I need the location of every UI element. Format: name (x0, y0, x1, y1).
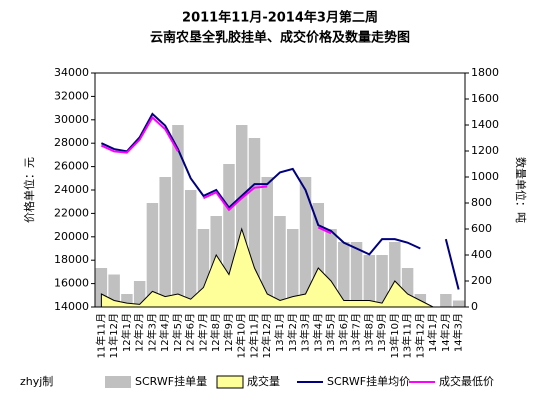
legend-swatch (216, 375, 244, 389)
bar (159, 177, 171, 307)
legend-label: SCRWF挂单量 (135, 374, 207, 388)
bar (389, 242, 401, 307)
bar (363, 255, 376, 307)
bar (248, 138, 261, 307)
x-tick-label: 13年7月 (350, 313, 363, 352)
chart-title: 2011年11月-2014年3月第二周 (182, 10, 378, 26)
footer: zhyj制 (20, 375, 53, 388)
x-tick-label: 13年5月 (324, 313, 337, 352)
x-tick-label: 13年6月 (337, 313, 350, 352)
y-tick-label: 20000 (54, 230, 89, 243)
legend-label: 成交最低价 (439, 374, 494, 388)
area (100, 227, 459, 308)
bar (452, 300, 465, 307)
y2-tick-label: 0 (471, 300, 478, 313)
bar (172, 125, 184, 307)
bar (325, 229, 337, 307)
x-tick-label: 11年12月 (107, 313, 120, 358)
x-tick-label: 12年2月 (133, 313, 146, 352)
chart-subtitle: 云南农垦全乳胶挂单、成交价格及数量走势图 (150, 30, 410, 46)
bar (440, 294, 452, 307)
y2-tick-label: 1400 (471, 118, 499, 131)
bar (108, 274, 120, 307)
x-tick-label: 14年2月 (439, 313, 452, 352)
x-tick-label: 13年8月 (362, 313, 375, 352)
y2-tick-label: 1600 (471, 92, 499, 105)
bar (95, 268, 108, 307)
x-tick-label: 13年4月 (311, 313, 324, 352)
bar (146, 203, 159, 307)
x-tick-label: 13年9月 (375, 313, 388, 352)
y2-tick-label: 600 (471, 222, 492, 235)
y-tick-label: 34000 (54, 66, 89, 79)
line (100, 115, 332, 235)
y2-tick-label: 800 (471, 196, 492, 209)
y2-tick-label: 1000 (471, 170, 499, 183)
x-tick-label: 12年10月 (235, 313, 248, 358)
y-tick-label: 22000 (54, 206, 89, 219)
x-tick-label: 13年1月 (273, 313, 286, 352)
x-tick-label: 13年10月 (388, 313, 401, 358)
legend-swatch (105, 376, 131, 388)
bar (287, 229, 299, 307)
x-tick-label: 12年7月 (196, 313, 209, 352)
bar (350, 242, 363, 307)
bar (133, 281, 146, 307)
x-tick-label: 14年3月 (452, 313, 465, 352)
y2-tick-label: 200 (471, 274, 492, 287)
x-tick-label: 13年3月 (299, 313, 312, 352)
plot-frame (94, 72, 466, 308)
x-tick-label: 14年1月 (426, 313, 439, 352)
y-tick-label: 32000 (54, 89, 89, 102)
x-tick-label: 11年11月 (94, 313, 107, 358)
y-tick-label: 30000 (54, 113, 89, 126)
bar (235, 125, 248, 307)
bar (274, 216, 286, 307)
y2-axis-label: 数量单位：吨 (514, 157, 528, 223)
bar (121, 294, 133, 307)
y2-tick-label: 400 (471, 248, 492, 261)
bar (261, 177, 273, 307)
bar (401, 268, 414, 307)
legend-label: 成交量 (247, 374, 280, 388)
y-tick-label: 14000 (54, 300, 89, 313)
bar (184, 190, 197, 307)
y-tick-label: 18000 (54, 253, 89, 266)
x-tick-label: 12年6月 (184, 313, 197, 352)
x-tick-label: 12年9月 (222, 313, 235, 352)
bar (312, 203, 325, 307)
x-tick-label: 12年1月 (120, 313, 133, 352)
x-tick-label: 12年3月 (145, 313, 158, 352)
x-tick-label: 12年12月 (260, 313, 273, 358)
y-tick-label: 16000 (54, 277, 89, 290)
bar (197, 229, 210, 307)
legend-label: SCRWF挂单均价 (327, 374, 410, 388)
y-tick-label: 24000 (54, 183, 89, 196)
y2-tick-label: 1200 (471, 144, 499, 157)
bar (299, 177, 312, 307)
x-tick-label: 13年2月 (286, 313, 299, 352)
line (100, 112, 460, 290)
bar (338, 242, 350, 307)
y-tick-label: 26000 (54, 160, 89, 173)
x-tick-label: 12年8月 (209, 313, 222, 352)
x-tick-label: 13年12月 (413, 313, 426, 358)
x-tick-label: 13年11月 (401, 313, 414, 358)
x-tick-label: 12年5月 (171, 313, 184, 352)
y-axis-label: 价格单位：元 (22, 157, 36, 223)
bar (376, 255, 388, 307)
y2-tick-label: 1800 (471, 66, 499, 79)
x-tick-label: 12年4月 (158, 313, 171, 352)
bar (223, 164, 235, 307)
y-tick-label: 28000 (54, 136, 89, 149)
x-tick-label: 12年11月 (247, 313, 260, 358)
